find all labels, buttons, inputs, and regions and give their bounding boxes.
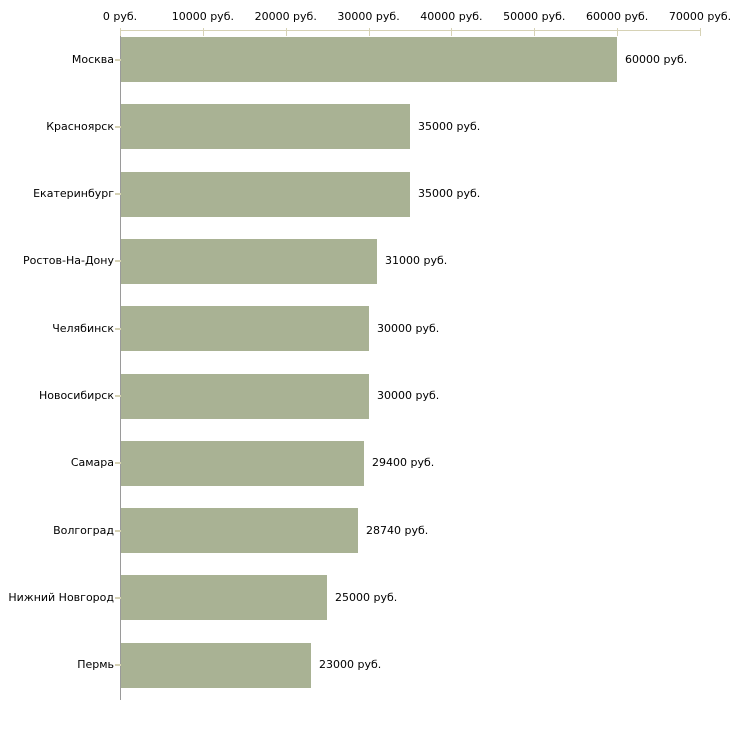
- x-tick-mark: [451, 28, 452, 36]
- category-tick-mark: [115, 395, 121, 397]
- x-tick-label: 50000 руб.: [503, 10, 566, 23]
- x-tick-label: 20000 руб.: [254, 10, 317, 23]
- x-tick-mark: [534, 28, 535, 36]
- x-tick-label: 30000 руб.: [337, 10, 400, 23]
- x-tick-mark: [617, 28, 618, 36]
- value-label: 35000 руб.: [418, 120, 481, 133]
- value-label: 31000 руб.: [385, 254, 448, 267]
- bar: [121, 172, 410, 217]
- category-label: Ростов-На-Дону: [22, 254, 114, 267]
- category-tick-mark: [115, 462, 121, 464]
- bar: [121, 104, 410, 149]
- category-tick-mark: [115, 59, 121, 61]
- bar: [121, 374, 369, 419]
- value-label: 35000 руб.: [418, 187, 481, 200]
- category-label: Новосибирск: [38, 389, 114, 402]
- bar: [121, 37, 617, 82]
- value-label: 23000 руб.: [319, 658, 382, 671]
- value-label: 30000 руб.: [377, 389, 440, 402]
- bar: [121, 575, 327, 620]
- x-axis-line: [120, 30, 701, 31]
- bar: [121, 643, 311, 688]
- value-label: 60000 руб.: [625, 53, 688, 66]
- x-tick-label: 0 руб.: [102, 10, 138, 23]
- value-label: 30000 руб.: [377, 322, 440, 335]
- x-tick-label: 60000 руб.: [586, 10, 649, 23]
- category-tick-mark: [115, 328, 121, 330]
- category-label: Екатеринбург: [33, 187, 114, 200]
- bar: [121, 306, 369, 351]
- value-label: 29400 руб.: [372, 456, 435, 469]
- x-tick-mark: [700, 28, 701, 36]
- category-tick-mark: [115, 664, 121, 666]
- bar: [121, 441, 364, 486]
- category-label: Волгоград: [53, 524, 114, 537]
- category-tick-mark: [115, 260, 121, 262]
- category-label: Москва: [71, 53, 114, 66]
- y-axis-line: [120, 30, 121, 700]
- category-label: Красноярск: [46, 120, 114, 133]
- bar: [121, 239, 377, 284]
- x-tick-label: 10000 руб.: [171, 10, 234, 23]
- x-tick-mark: [286, 28, 287, 36]
- category-label: Пермь: [77, 658, 114, 671]
- category-tick-mark: [115, 193, 121, 195]
- x-tick-label: 40000 руб.: [420, 10, 483, 23]
- category-tick-mark: [115, 597, 121, 599]
- x-tick-mark: [120, 28, 121, 36]
- category-tick-mark: [115, 126, 121, 128]
- x-tick-label: 70000 руб.: [668, 10, 730, 23]
- category-label: Челябинск: [52, 322, 114, 335]
- value-label: 25000 руб.: [335, 591, 398, 604]
- x-tick-mark: [369, 28, 370, 36]
- value-label: 28740 руб.: [366, 524, 429, 537]
- category-tick-mark: [115, 530, 121, 532]
- bar: [121, 508, 358, 553]
- category-label: Нижний Новгород: [8, 591, 114, 604]
- category-label: Самара: [70, 456, 114, 469]
- x-tick-mark: [203, 28, 204, 36]
